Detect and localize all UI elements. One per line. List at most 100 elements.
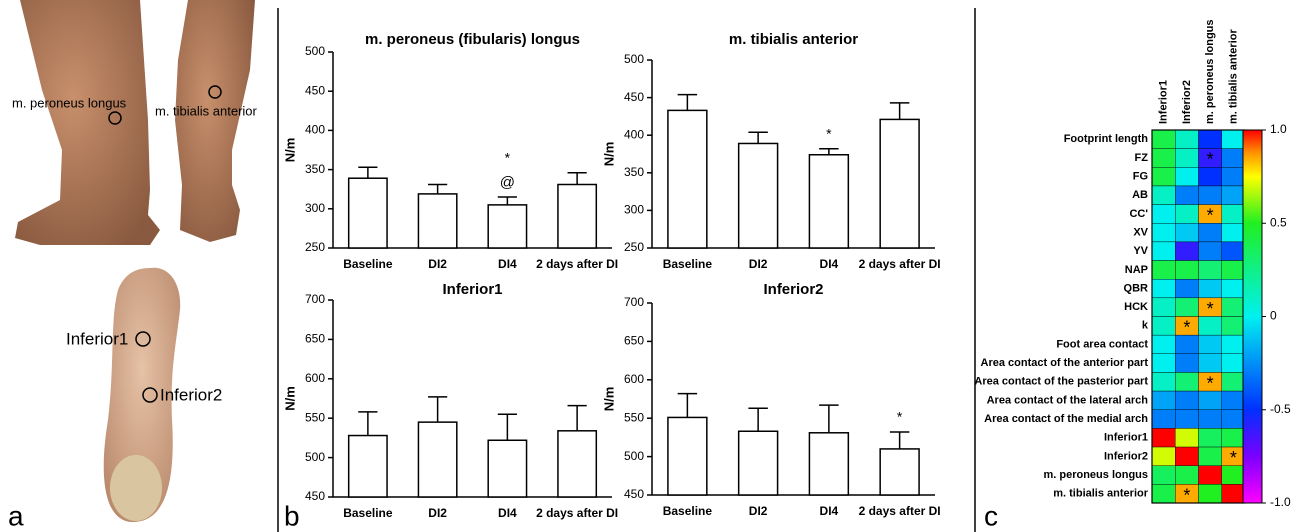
y-tick-label: 350 (624, 165, 644, 179)
error-bar (678, 95, 697, 111)
x-tick-label: 2 days after DI (536, 257, 618, 271)
y-tick-label: 250 (624, 240, 644, 254)
bar (349, 436, 387, 497)
colorbar-tick-label: 1.0 (1270, 122, 1287, 136)
y-tick-label: 350 (305, 162, 325, 176)
row-label: m. peroneus longus (1043, 469, 1148, 481)
error-bar (498, 414, 517, 440)
error-bar (568, 406, 587, 431)
heatmap-cell (1222, 428, 1245, 447)
heatmap-cell (1222, 466, 1245, 485)
y-axis-label: N/m (601, 142, 616, 167)
y-tick-label: 300 (305, 201, 325, 215)
heatmap-cell (1199, 186, 1222, 205)
heatmap-cell (1175, 186, 1198, 205)
error-bar (748, 132, 767, 143)
row-label: NAP (1125, 264, 1148, 276)
error-bar (498, 197, 517, 205)
heatmap-cell (1199, 428, 1222, 447)
y-tick-label: 250 (305, 240, 325, 254)
heatmap-cell (1152, 317, 1175, 336)
x-tick-label: DI2 (749, 257, 768, 271)
row-label: HCK (1124, 301, 1148, 313)
heatmap-cell (1152, 335, 1175, 354)
y-axis-label: N/m (601, 387, 616, 412)
row-label: k (1142, 320, 1149, 332)
figure: m. peroneus longus m. tibialis anterior … (0, 0, 1301, 532)
heatmap-cell (1175, 261, 1198, 280)
row-label: Inferior2 (1104, 450, 1148, 462)
heatmap-cell (1152, 298, 1175, 317)
heatmap-cell (1152, 391, 1175, 410)
heatmap-cell (1152, 205, 1175, 224)
heel-image (110, 455, 162, 521)
heatmap-cell (1222, 186, 1245, 205)
heatmap-cell (1199, 447, 1222, 466)
y-tick-label: 400 (305, 123, 325, 137)
heatmap-cell (1175, 428, 1198, 447)
colorbar-tick-label: 0 (1270, 309, 1277, 323)
row-label: Footprint length (1064, 133, 1149, 145)
y-tick-label: 550 (624, 410, 644, 424)
significance-marker: * (1207, 150, 1214, 170)
y-tick-label: 500 (624, 52, 644, 66)
error-bar (678, 394, 697, 418)
x-tick-label: DI4 (498, 506, 517, 520)
heatmap-cell (1199, 391, 1222, 410)
row-label: QBR (1124, 282, 1149, 294)
y-tick-label: 550 (305, 410, 325, 424)
y-tick-label: 300 (624, 203, 644, 217)
error-bar (890, 432, 909, 449)
heatmap-cell (1152, 484, 1175, 503)
photo-label: m. tibialis anterior (155, 103, 258, 118)
chart-title: Inferior2 (763, 281, 823, 298)
heatmap-cell (1152, 410, 1175, 429)
bar (880, 449, 919, 495)
chart-title: m. tibialis anterior (729, 31, 858, 48)
photo-label: Inferior2 (160, 385, 222, 404)
heatmap-cell (1175, 354, 1198, 373)
heatmap-cell (1222, 167, 1245, 186)
heatmap-cell (1222, 149, 1245, 168)
bar (739, 143, 778, 248)
row-label: FZ (1135, 152, 1149, 164)
x-tick-label: Baseline (343, 257, 393, 271)
x-tick-label: DI2 (428, 506, 447, 520)
row-label: YV (1133, 245, 1148, 257)
leg-image (15, 0, 160, 245)
heatmap-cell (1152, 447, 1175, 466)
photo-label: Inferior1 (66, 329, 128, 348)
panel-letter: b (284, 500, 300, 531)
heatmap-cell (1199, 261, 1222, 280)
heatmap-cell (1152, 242, 1175, 261)
heatmap-cell (1222, 372, 1245, 391)
heatmap-cell (1199, 279, 1222, 298)
colorbar-tick-label: -0.5 (1270, 402, 1291, 416)
x-tick-label: DI2 (749, 504, 768, 518)
heatmap-cell (1222, 410, 1245, 429)
heatmap-cell (1222, 261, 1245, 280)
heatmap-cell (1152, 466, 1175, 485)
heatmap-cell (1222, 484, 1245, 503)
row-label: Area contact of the pasterior part (974, 376, 1148, 388)
column-label: Inferior1 (1158, 80, 1170, 124)
heatmap-cell (1152, 167, 1175, 186)
heatmap-cell (1152, 279, 1175, 298)
x-tick-label: 2 days after DI (536, 506, 618, 520)
x-tick-label: 2 days after DI (859, 504, 941, 518)
heatmap-cell (1199, 335, 1222, 354)
chart-title: m. peroneus (fibularis) longus (365, 31, 580, 48)
error-bar (428, 397, 447, 422)
heatmap-cell (1199, 466, 1222, 485)
heatmap-cell (1175, 205, 1198, 224)
heatmap-cell (1199, 242, 1222, 261)
y-tick-label: 450 (624, 90, 644, 104)
row-label: AB (1132, 189, 1148, 201)
heatmap-cell (1222, 354, 1245, 373)
y-tick-label: 700 (624, 295, 644, 309)
page: m. peroneus longus m. tibialis anterior … (0, 0, 1301, 532)
heatmap-cell (1222, 317, 1245, 336)
row-label: FG (1133, 171, 1148, 183)
heatmap-cell (1222, 205, 1245, 224)
y-tick-label: 450 (305, 83, 325, 97)
